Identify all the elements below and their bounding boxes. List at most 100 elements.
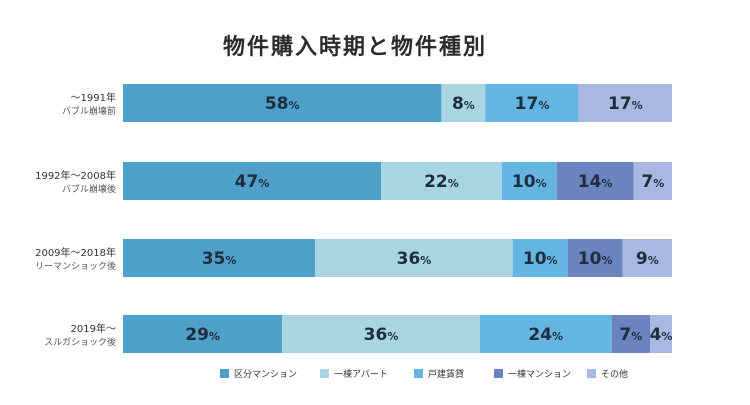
data-label-value: 14 xyxy=(578,172,602,192)
data-label-value: 58 xyxy=(265,94,289,114)
bar-segment xyxy=(315,239,513,277)
category-label: 〜1991年 xyxy=(71,91,116,104)
data-label-value: 9 xyxy=(636,249,648,269)
data-label-value: 22 xyxy=(424,172,448,192)
data-label-unit: % xyxy=(258,177,269,190)
bar-segment xyxy=(123,315,283,353)
data-label: 7% xyxy=(641,172,664,192)
data-label-value: 8 xyxy=(452,94,464,114)
data-label: 10% xyxy=(512,172,547,192)
bar-segment xyxy=(611,315,651,353)
data-label: 47% xyxy=(235,172,270,192)
data-label: 4% xyxy=(650,325,673,345)
legend-label: 区分マンション xyxy=(234,369,297,380)
data-label-unit: % xyxy=(209,330,220,343)
bar-segment xyxy=(485,84,579,122)
bar-segment xyxy=(123,162,382,200)
data-label-value: 10 xyxy=(512,172,536,192)
bar-segment xyxy=(479,315,612,353)
data-label-value: 35 xyxy=(202,249,226,269)
data-label-value: 47 xyxy=(235,172,259,192)
legend-label: 一棟マンション xyxy=(508,368,571,380)
data-label: 10% xyxy=(523,249,558,269)
legend-swatch xyxy=(414,369,423,378)
data-label: 22% xyxy=(424,172,459,192)
data-label-value: 4 xyxy=(650,325,662,345)
data-label: 17% xyxy=(515,94,550,114)
data-label-unit: % xyxy=(632,99,643,112)
bar-segment xyxy=(622,239,672,277)
data-label-value: 29 xyxy=(185,325,209,345)
chart-title: 物件購入時期と物件種別 xyxy=(223,34,487,60)
category-sublabel: リーマンショック後 xyxy=(35,260,116,272)
bar-row: 58% 8% 17% 17% xyxy=(123,84,672,122)
bar-segment xyxy=(650,315,672,353)
legend-item: その他 xyxy=(587,368,628,380)
data-label: 29% xyxy=(185,325,220,345)
data-label-value: 36 xyxy=(364,325,388,345)
data-label: 36% xyxy=(364,325,399,345)
bar-segment xyxy=(381,162,502,200)
data-label-value: 17 xyxy=(608,94,632,114)
legend-label: その他 xyxy=(601,368,628,380)
bar-segment xyxy=(512,239,568,277)
bar-segment xyxy=(501,162,557,200)
bar-segment xyxy=(578,84,672,122)
bar-segment xyxy=(633,162,672,200)
category-sublabel: スルガショック後 xyxy=(44,336,116,348)
data-label-value: 24 xyxy=(528,325,552,345)
data-label-unit: % xyxy=(661,330,672,343)
data-label-unit: % xyxy=(289,99,300,112)
data-label-unit: % xyxy=(536,177,547,190)
legend-item: 一棟マンション xyxy=(494,368,571,380)
category-label: 2019年〜 xyxy=(71,322,116,335)
data-label: 10% xyxy=(578,249,613,269)
data-label: 17% xyxy=(608,94,643,114)
data-label: 7% xyxy=(619,325,642,345)
legend-item: 一棟アパート xyxy=(320,368,388,380)
data-label-unit: % xyxy=(448,177,459,190)
category-label: 1992年〜2008年 xyxy=(35,169,116,182)
data-label-unit: % xyxy=(547,254,558,267)
bar-segment xyxy=(556,162,634,200)
data-label-unit: % xyxy=(648,254,659,267)
data-label-unit: % xyxy=(225,254,236,267)
data-label-value: 10 xyxy=(523,249,547,269)
data-label-unit: % xyxy=(601,254,612,267)
data-label-unit: % xyxy=(420,254,431,267)
data-label-unit: % xyxy=(631,330,642,343)
data-label-unit: % xyxy=(538,99,549,112)
data-label-value: 17 xyxy=(515,94,539,114)
legend-swatch xyxy=(320,369,329,378)
bar-row: 29% 36% 24% 7% 4% xyxy=(123,315,672,353)
data-label-unit: % xyxy=(653,177,664,190)
data-label-value: 7 xyxy=(619,325,631,345)
bar-segment xyxy=(567,239,623,277)
data-label-unit: % xyxy=(601,177,612,190)
data-label: 14% xyxy=(578,172,613,192)
data-label-value: 36 xyxy=(397,249,421,269)
category-sublabel: バブル崩壊前 xyxy=(62,105,116,117)
legend-item: 区分マンション xyxy=(220,369,297,380)
data-label: 58% xyxy=(265,94,300,114)
bar-segment xyxy=(123,239,316,277)
legend-label: 戸建賃貸 xyxy=(428,368,464,380)
bar-row: 35% 36% 10% 10% 9% xyxy=(123,239,672,277)
data-label-unit: % xyxy=(464,99,475,112)
legend-swatch xyxy=(220,369,229,378)
category-sublabel: バブル崩壊後 xyxy=(62,183,116,195)
data-label-value: 7 xyxy=(641,172,653,192)
bar-segment xyxy=(441,84,486,122)
data-label: 24% xyxy=(528,325,563,345)
legend-swatch xyxy=(494,369,503,378)
data-label: 36% xyxy=(397,249,432,269)
data-label: 8% xyxy=(452,94,475,114)
data-label: 9% xyxy=(636,249,659,269)
bars-layer: 58% 8% 17% 17%47% 22% 10% 14% 7%35% 36% 10% 10% 9%2… xyxy=(123,84,672,353)
legend-label: 一棟アパート xyxy=(334,368,388,380)
data-label-unit: % xyxy=(387,330,398,343)
data-label-value: 10 xyxy=(578,249,602,269)
